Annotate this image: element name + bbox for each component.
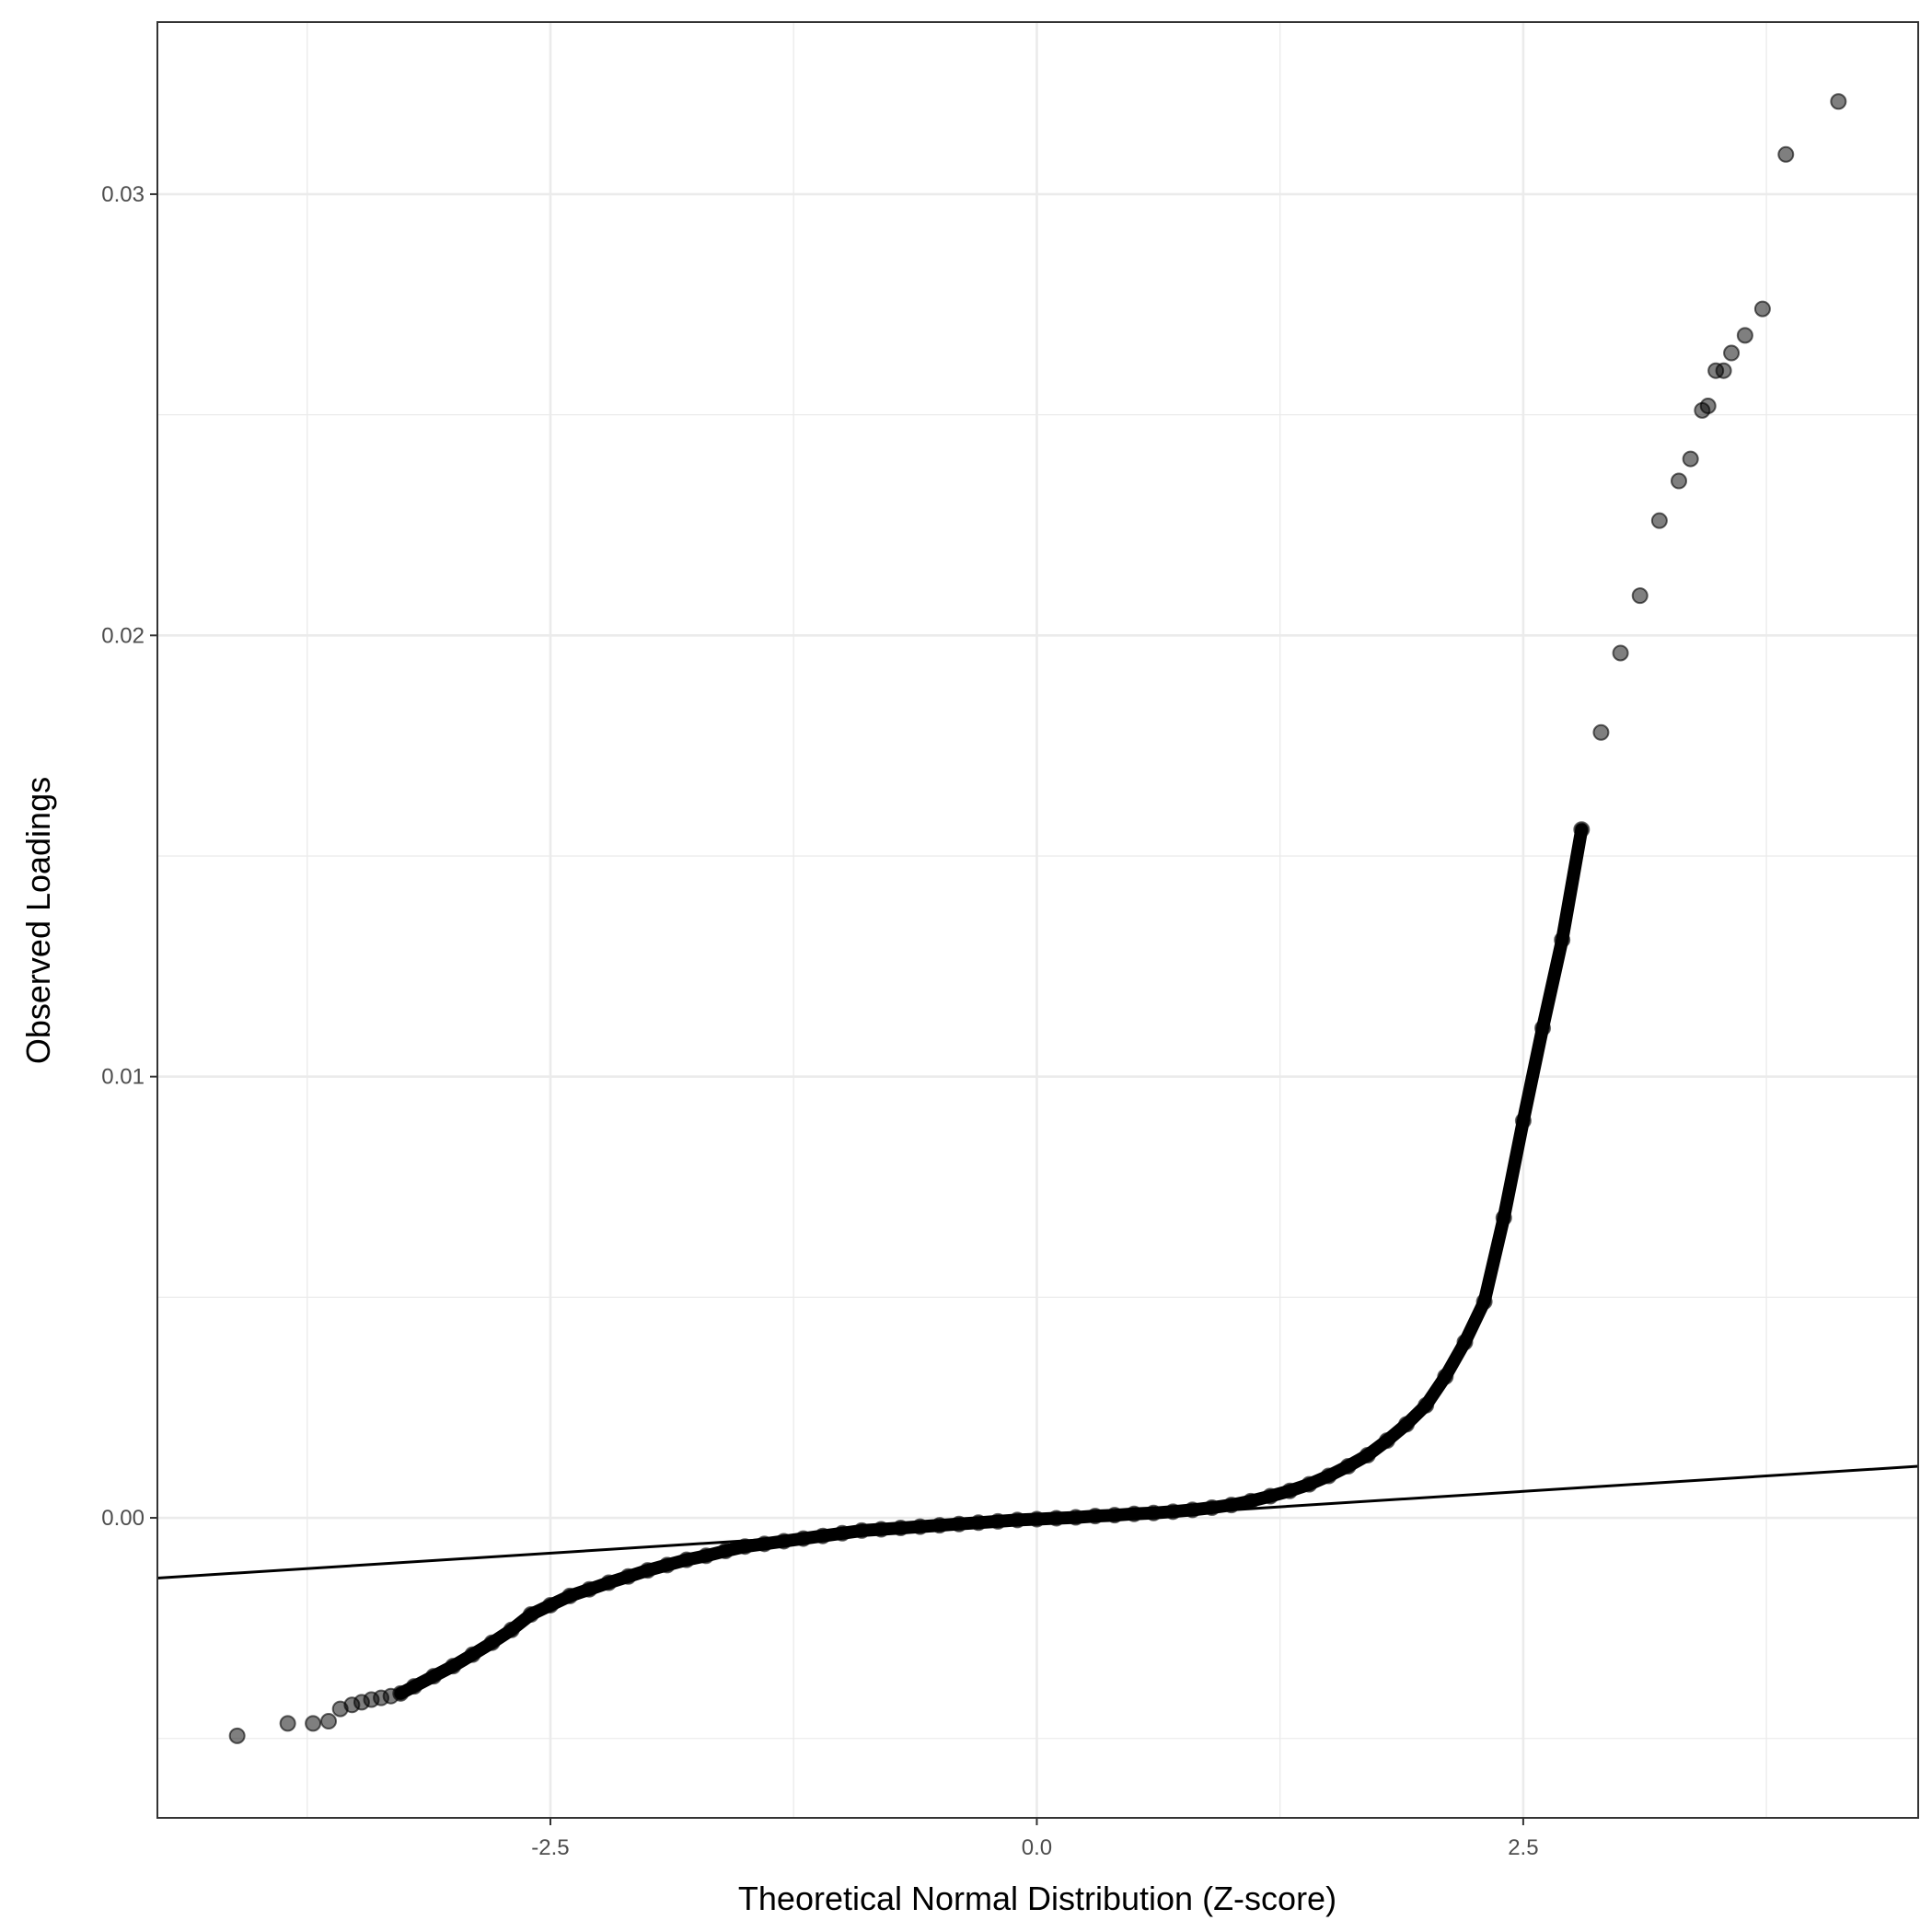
data-point: [1592, 723, 1610, 741]
data-point: [561, 1587, 579, 1604]
data-point: [522, 1606, 539, 1624]
data-point: [483, 1634, 501, 1651]
y-axis-title: Observed Loadings: [19, 777, 57, 1064]
data-point: [873, 1521, 890, 1538]
data-point: [445, 1658, 462, 1675]
data-point: [1086, 1508, 1104, 1525]
data-point: [950, 1515, 967, 1533]
data-point: [1359, 1446, 1376, 1463]
data-point: [1456, 1334, 1474, 1351]
y-tick-label: 0.03: [101, 182, 145, 207]
data-point: [1184, 1501, 1201, 1519]
data-point: [1067, 1509, 1084, 1526]
data-point: [1164, 1503, 1182, 1521]
data-point: [1715, 362, 1732, 379]
data-point: [677, 1551, 695, 1568]
data-point: [1534, 1019, 1552, 1036]
data-point: [541, 1596, 559, 1614]
data-point: [425, 1668, 443, 1685]
data-point: [1723, 344, 1741, 362]
data-point: [1398, 1416, 1416, 1433]
data-point: [1339, 1457, 1357, 1475]
data-point: [1671, 472, 1688, 490]
data-point: [892, 1520, 909, 1537]
data-point: [279, 1715, 296, 1732]
data-point: [1126, 1505, 1143, 1522]
data-point: [1378, 1432, 1395, 1450]
x-tick-label: -2.5: [531, 1835, 569, 1860]
data-point: [392, 1684, 410, 1702]
data-point: [1631, 587, 1649, 605]
data-point: [639, 1562, 656, 1579]
data-point: [581, 1580, 598, 1598]
data-point: [970, 1514, 988, 1532]
data-point: [736, 1538, 754, 1556]
y-tick-label: 0.00: [101, 1506, 145, 1531]
data-point: [1105, 1507, 1123, 1524]
data-point: [1554, 931, 1571, 949]
data-point: [1475, 1293, 1493, 1311]
data-point: [1650, 512, 1668, 529]
data-point: [1437, 1368, 1454, 1385]
data-point: [1009, 1511, 1026, 1529]
data-point: [464, 1646, 481, 1663]
data-point: [1777, 145, 1795, 163]
data-point: [853, 1521, 871, 1539]
data-point: [1699, 398, 1717, 415]
data-point: [1830, 93, 1847, 110]
data-point: [989, 1512, 1007, 1530]
data-point: [1753, 300, 1771, 318]
panel-border: [156, 21, 1919, 1819]
reference-line: [156, 1464, 1919, 1579]
data-point: [717, 1542, 735, 1559]
y-axis-ticks: 0.00 0.01 0.02 0.03: [101, 182, 157, 1531]
y-tick-label: 0.01: [101, 1065, 145, 1090]
data-point: [698, 1547, 715, 1565]
data-point: [658, 1556, 676, 1574]
data-point: [1203, 1499, 1221, 1517]
data-point: [1145, 1504, 1163, 1521]
data-point: [1682, 450, 1699, 468]
data-point: [305, 1715, 322, 1732]
data-point: [1320, 1467, 1337, 1485]
data-point: [1573, 821, 1591, 839]
data-point: [1301, 1475, 1318, 1493]
data-point: [1417, 1396, 1435, 1414]
data-point: [1028, 1510, 1046, 1528]
x-tick-label: 0.0: [1022, 1835, 1052, 1860]
data-point: [1262, 1487, 1279, 1505]
data-point: [1047, 1510, 1065, 1527]
data-point: [503, 1621, 520, 1638]
data-point: [775, 1533, 792, 1550]
data-point: [1242, 1492, 1259, 1510]
data-point: [320, 1713, 338, 1730]
y-tick-label: 0.02: [101, 623, 145, 648]
x-tick-label: 2.5: [1508, 1835, 1538, 1860]
gridlines: [157, 22, 1918, 1818]
data-point: [228, 1727, 246, 1744]
data-point: [1281, 1482, 1299, 1499]
x-axis-title: Theoretical Normal Distribution (Z-score…: [738, 1880, 1336, 1917]
data-point: [911, 1518, 929, 1535]
data-point: [931, 1517, 948, 1534]
x-axis-ticks: -2.5 0.0 2.5: [531, 1818, 1539, 1860]
data-point: [619, 1568, 637, 1585]
data-point: [1736, 327, 1753, 344]
data-point: [1514, 1112, 1532, 1129]
data-point: [600, 1574, 618, 1591]
data-point: [1612, 644, 1629, 662]
data-point: [1495, 1209, 1512, 1227]
data-point: [406, 1678, 423, 1695]
